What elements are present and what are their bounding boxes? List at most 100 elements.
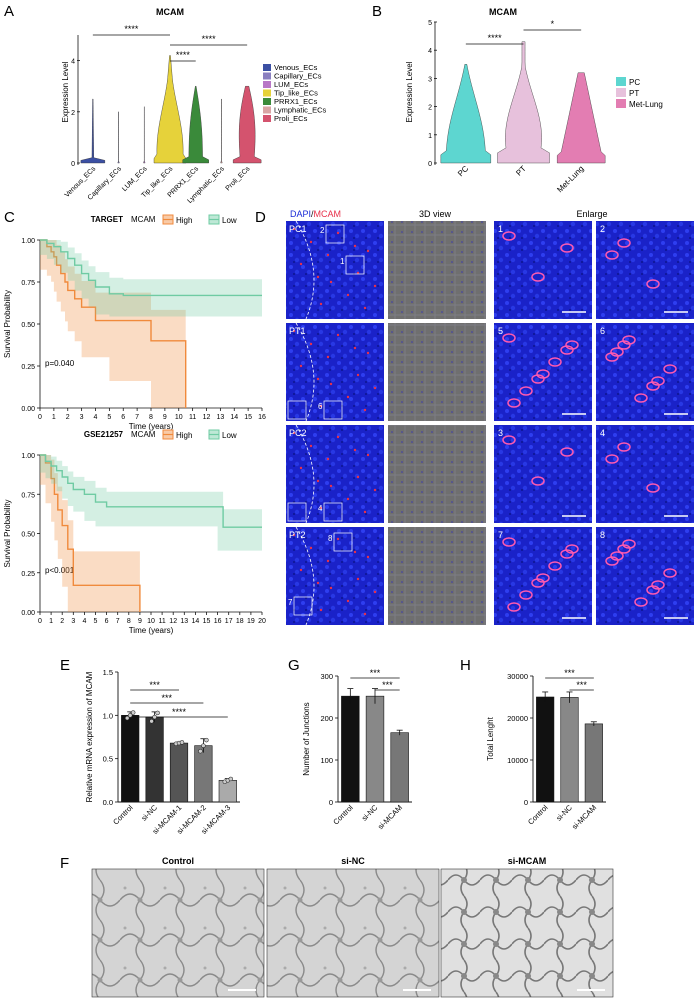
mcam-signal: [329, 586, 333, 590]
mcam-signal: [373, 488, 377, 492]
xtick-label: 5: [107, 414, 111, 421]
xtick-label: si-MCAM: [376, 803, 404, 831]
roi-label: 6: [318, 402, 323, 411]
km-title: TARGET: [91, 215, 123, 224]
ytick-label: 0.25: [21, 571, 35, 578]
xtick-label: 6: [121, 414, 125, 421]
roi-box: [333, 532, 353, 552]
vessel-ring: [536, 369, 550, 379]
mcam-signal: [356, 373, 360, 377]
legend-label: Low: [222, 431, 237, 440]
xtick-label: 16: [258, 414, 266, 421]
replicate-point: [152, 714, 157, 720]
legend-label: High: [176, 216, 192, 225]
violin-pc: [440, 64, 492, 164]
ytick-label: 300: [320, 672, 333, 681]
roi-box: [323, 400, 343, 420]
vessel-ring: [502, 333, 516, 343]
vessel-ring: [610, 551, 624, 561]
vessel-ring: [519, 590, 533, 600]
vessel-ring: [507, 602, 521, 612]
bar-si-nc: [365, 695, 385, 803]
ytick-label: 1.0: [103, 711, 113, 720]
ytick-label: 0: [329, 798, 333, 807]
vessel-ring: [507, 398, 521, 408]
header-dapi: DAPI: [290, 209, 311, 219]
panel-f: F Control si-NC si-MCAM: [60, 855, 614, 998]
legend-label: High: [176, 431, 192, 440]
ytick-label: 200: [320, 714, 333, 723]
survival-line-low: [40, 239, 262, 297]
tissue-border: [295, 424, 315, 524]
vessel-ring: [646, 279, 660, 289]
xtick-label: 14: [192, 618, 200, 625]
vessel-ring: [622, 539, 636, 549]
enlarge-label: 5: [498, 326, 503, 336]
ytick-label: 2: [428, 105, 432, 112]
bar-si-mcam-1: [169, 742, 189, 803]
mcam-signal: [366, 249, 370, 253]
mcam-signal: [319, 506, 323, 510]
legend-swatch: [616, 77, 626, 86]
violin-tip_like_ecs: [153, 55, 187, 164]
roi-label: 7: [288, 598, 293, 607]
mcam-signal: [326, 559, 330, 563]
mcam-signal: [319, 608, 323, 612]
replicate-point: [155, 710, 160, 716]
xtick-label: 12: [169, 618, 177, 625]
ylabel: Survival Probability: [3, 499, 12, 567]
vessel-ring: [651, 580, 665, 590]
micrograph-3d: [388, 221, 486, 319]
ytick-label: 4: [71, 59, 75, 66]
mcam-signal: [319, 404, 323, 408]
legend-label: Lymphatic_ECs: [274, 106, 326, 115]
confidence-band-high: [40, 240, 186, 408]
vessel-ring: [651, 376, 665, 386]
p-value: p<0.001: [45, 566, 75, 575]
mcam-signal: [336, 231, 340, 235]
xticks-b: PC PT Met-Lung: [456, 164, 586, 194]
xtick-label: 4: [82, 618, 86, 625]
vessel-ring: [531, 272, 545, 282]
violins-b: [440, 41, 606, 164]
panel-letter-g: G: [288, 657, 300, 674]
ytick-label: 0: [428, 161, 432, 168]
vessel-ring: [548, 561, 562, 571]
replicate-point: [204, 737, 209, 743]
km-legend-title: MCAM: [131, 215, 156, 224]
significance-label: ****: [202, 34, 217, 44]
micrograph-overview: [286, 323, 384, 421]
ytick-label: 5: [428, 20, 432, 27]
ytick-label: 1.00: [21, 238, 35, 245]
ytick-label: 0.0: [103, 798, 113, 807]
mcam-signal: [326, 457, 330, 461]
mcam-signal: [353, 346, 357, 350]
legend-a: Venous_ECsCapillary_ECsLUM_ECsTip_like_E…: [263, 63, 326, 123]
vessel-ring: [565, 340, 579, 350]
header-3d-view: 3D view: [419, 209, 452, 219]
xtick-label: PT: [514, 164, 528, 178]
vessel-ring: [536, 573, 550, 583]
enlarge-label: 1: [498, 224, 503, 234]
xtick-label: si-NC: [139, 803, 159, 823]
km-legend-title: MCAM: [131, 430, 156, 439]
xtick-label: 10: [147, 618, 155, 625]
significance-label: ****: [172, 707, 187, 717]
legend-swatch: [263, 72, 271, 80]
significance-label: ***: [382, 680, 393, 690]
bar-control: [121, 715, 140, 803]
xlabel: Time (years): [129, 626, 174, 635]
xtick-label: 15: [203, 618, 211, 625]
xtick-label: 10: [175, 414, 183, 421]
ylabel: Total Lenght: [486, 716, 495, 760]
xtick-label: Control: [331, 803, 355, 827]
km-title: GSE21257: [84, 430, 124, 439]
roi-label: 5: [282, 402, 287, 411]
xtick-label: 3: [80, 414, 84, 421]
mcam-signal: [326, 253, 330, 257]
panel-c: C TARGET MCAM High Low 0.00 0.25 0.50 0.75 1.00 0…: [3, 209, 266, 635]
mcam-signal: [346, 395, 350, 399]
xtick-label: 11: [189, 414, 196, 421]
